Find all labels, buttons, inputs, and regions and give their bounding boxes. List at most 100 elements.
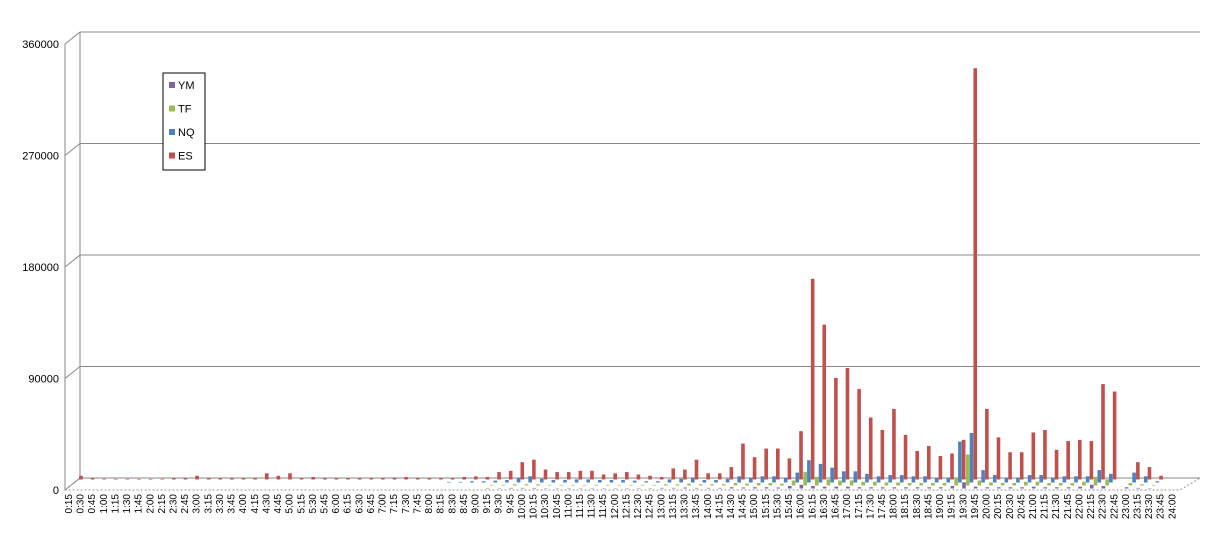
bar bbox=[706, 487, 711, 489]
bar bbox=[1043, 429, 1047, 480]
bar bbox=[160, 478, 165, 480]
x-tick-label: 14:15 bbox=[714, 494, 725, 519]
legend-label: ES bbox=[178, 151, 193, 163]
x-tick-label: 5:15 bbox=[296, 494, 307, 514]
x-tick-label: 0:45 bbox=[87, 494, 98, 514]
bar bbox=[439, 478, 443, 480]
bar bbox=[671, 468, 676, 480]
bar bbox=[462, 477, 467, 480]
bar bbox=[505, 480, 509, 483]
bar bbox=[1000, 483, 1005, 486]
x-tick-label: 16:00 bbox=[796, 494, 807, 519]
bar bbox=[1147, 467, 1152, 480]
bar bbox=[1082, 481, 1086, 486]
x-tick-label: 0:30 bbox=[76, 494, 87, 514]
y-tick-label: 180000 bbox=[22, 262, 59, 274]
x-tick-label: 19:00 bbox=[935, 494, 946, 519]
x-tick-label: 16:15 bbox=[807, 494, 818, 519]
bar bbox=[509, 487, 513, 489]
bar bbox=[787, 486, 792, 489]
x-tick-label: 5:30 bbox=[308, 494, 319, 514]
bar bbox=[392, 477, 397, 480]
bar bbox=[512, 484, 517, 486]
bar bbox=[1155, 481, 1160, 483]
x-tick-label: 9:30 bbox=[494, 494, 505, 514]
bar bbox=[783, 477, 788, 483]
x-tick-label: 22:15 bbox=[1086, 494, 1097, 519]
bar bbox=[532, 459, 536, 480]
bar bbox=[903, 434, 908, 480]
x-tick-label: 4:00 bbox=[238, 494, 249, 514]
bar bbox=[927, 487, 931, 489]
bar bbox=[1008, 487, 1013, 489]
x-tick-label: 10:00 bbox=[517, 494, 528, 519]
bar bbox=[934, 477, 939, 483]
bar bbox=[427, 478, 432, 480]
bar bbox=[764, 487, 769, 489]
bar bbox=[845, 368, 850, 480]
bar bbox=[737, 476, 742, 483]
x-tick-label: 19:15 bbox=[947, 494, 958, 519]
x-tick-label: 21:00 bbox=[1028, 494, 1039, 519]
bar bbox=[954, 478, 958, 486]
bar bbox=[311, 477, 316, 480]
bar bbox=[1124, 487, 1129, 489]
bar bbox=[1085, 476, 1090, 483]
bar bbox=[1062, 476, 1067, 483]
bar bbox=[172, 478, 176, 480]
x-tick-label: 20:00 bbox=[982, 494, 993, 519]
bar bbox=[1105, 479, 1109, 486]
bar bbox=[516, 477, 521, 483]
x-tick-label: 8:30 bbox=[447, 494, 458, 514]
bar bbox=[571, 484, 575, 486]
legend-swatch bbox=[169, 152, 175, 159]
bar bbox=[876, 476, 881, 483]
bar bbox=[888, 475, 892, 483]
bar bbox=[942, 483, 947, 486]
bar bbox=[880, 429, 885, 480]
bar bbox=[981, 470, 985, 483]
y-tick-label: 90000 bbox=[28, 374, 59, 386]
bar bbox=[474, 476, 478, 480]
x-tick-label: 15:30 bbox=[772, 494, 783, 519]
bar bbox=[714, 480, 718, 483]
bars bbox=[79, 68, 1163, 489]
bar bbox=[729, 467, 734, 480]
bar bbox=[125, 478, 130, 480]
bar bbox=[629, 484, 633, 486]
x-tick-label: 3:30 bbox=[215, 494, 226, 514]
x-tick-label: 0:15 bbox=[64, 494, 75, 514]
bar bbox=[566, 472, 571, 480]
bar bbox=[992, 475, 997, 483]
bar bbox=[776, 448, 780, 480]
bar bbox=[741, 487, 746, 489]
x-tick-label: 17:00 bbox=[842, 494, 853, 519]
x-tick-label: 2:45 bbox=[180, 494, 191, 514]
bar bbox=[733, 483, 738, 486]
bar bbox=[458, 481, 463, 483]
bar bbox=[702, 480, 707, 483]
bar bbox=[264, 473, 269, 480]
bar bbox=[985, 408, 989, 480]
bar bbox=[865, 473, 869, 483]
bar bbox=[690, 477, 695, 483]
grid-line bbox=[64, 477, 81, 491]
x-tick-label: 9:15 bbox=[482, 494, 493, 514]
bar bbox=[822, 324, 827, 480]
bar bbox=[1136, 487, 1141, 489]
bar bbox=[102, 478, 106, 480]
bar bbox=[853, 471, 858, 483]
x-tick-label: 17:30 bbox=[865, 494, 876, 519]
bar bbox=[926, 446, 931, 480]
grid-line bbox=[64, 31, 81, 45]
bar bbox=[113, 478, 118, 480]
bar bbox=[605, 484, 610, 486]
bar bbox=[962, 482, 966, 489]
bar bbox=[1008, 452, 1012, 480]
x-tick-label: 21:15 bbox=[1040, 494, 1051, 519]
bar bbox=[1136, 462, 1140, 480]
x-tick-label: 6:45 bbox=[366, 494, 377, 514]
x-tick-label: 7:00 bbox=[378, 494, 389, 514]
bar bbox=[830, 467, 834, 483]
x-tick-label: 5:00 bbox=[285, 494, 296, 514]
